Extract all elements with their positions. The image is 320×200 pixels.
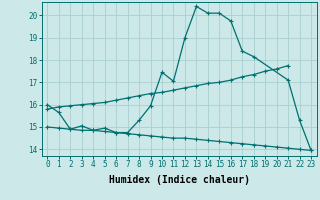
X-axis label: Humidex (Indice chaleur): Humidex (Indice chaleur) [109, 175, 250, 185]
